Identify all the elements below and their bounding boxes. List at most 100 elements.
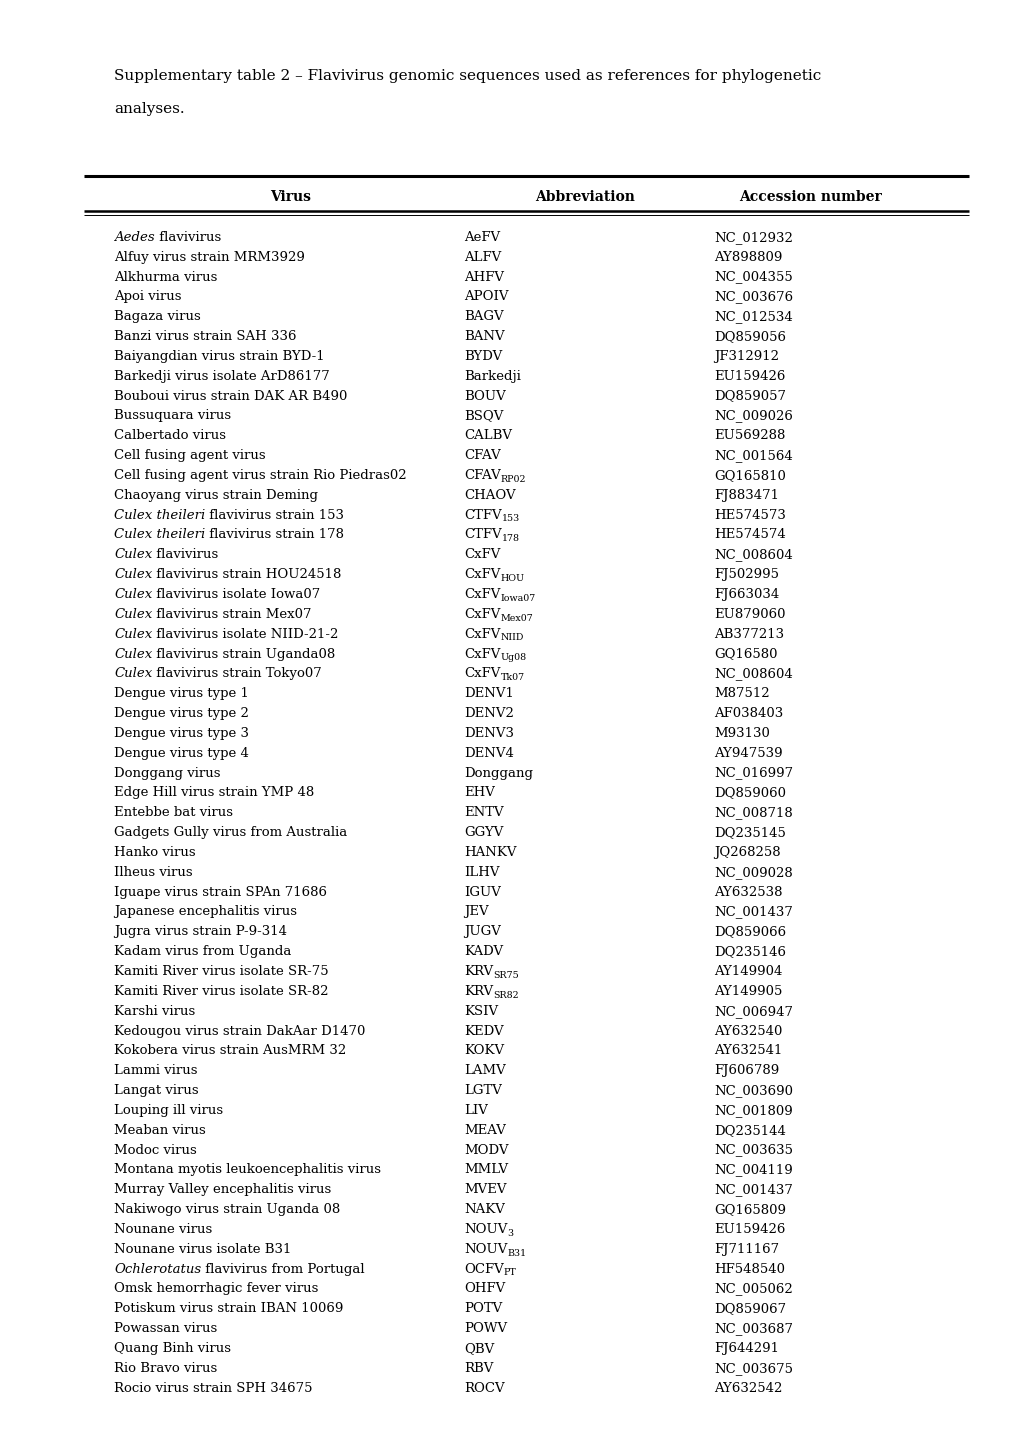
Text: Nounane virus isolate B31: Nounane virus isolate B31 — [114, 1242, 291, 1255]
Text: NC_016997: NC_016997 — [713, 766, 793, 779]
Text: Rocio virus strain SPH 34675: Rocio virus strain SPH 34675 — [114, 1382, 313, 1395]
Text: BANV: BANV — [464, 330, 504, 343]
Text: Bussuquara virus: Bussuquara virus — [114, 410, 231, 423]
Text: analyses.: analyses. — [114, 102, 184, 117]
Text: EU159426: EU159426 — [713, 1224, 785, 1237]
Text: Jugra virus strain P-9-314: Jugra virus strain P-9-314 — [114, 925, 287, 938]
Text: KRV: KRV — [464, 965, 493, 978]
Text: Ilheus virus: Ilheus virus — [114, 866, 193, 879]
Text: AF038403: AF038403 — [713, 707, 783, 720]
Text: Japanese encephalitis virus: Japanese encephalitis virus — [114, 906, 297, 919]
Text: Apoi virus: Apoi virus — [114, 290, 181, 303]
Text: SR75: SR75 — [493, 971, 519, 980]
Text: DENV2: DENV2 — [464, 707, 514, 720]
Text: Louping ill virus: Louping ill virus — [114, 1104, 223, 1117]
Text: flavivirus: flavivirus — [155, 231, 221, 244]
Text: AY632541: AY632541 — [713, 1045, 782, 1058]
Text: NC_012932: NC_012932 — [713, 231, 792, 244]
Text: Culex theileri: Culex theileri — [114, 509, 205, 522]
Text: BOUV: BOUV — [464, 390, 505, 403]
Text: Lammi virus: Lammi virus — [114, 1065, 198, 1078]
Text: MVEV: MVEV — [464, 1183, 506, 1196]
Text: NC_001564: NC_001564 — [713, 449, 792, 462]
Text: Barkedji: Barkedji — [464, 369, 521, 382]
Text: flavivirus strain Uganda08: flavivirus strain Uganda08 — [153, 648, 335, 661]
Text: Omsk hemorrhagic fever virus: Omsk hemorrhagic fever virus — [114, 1283, 318, 1296]
Text: CHAOV: CHAOV — [464, 489, 516, 502]
Text: KEDV: KEDV — [464, 1025, 503, 1038]
Text: Rio Bravo virus: Rio Bravo virus — [114, 1362, 217, 1375]
Text: Banzi virus strain SAH 336: Banzi virus strain SAH 336 — [114, 330, 297, 343]
Text: NOUV: NOUV — [464, 1242, 507, 1255]
Text: DENV4: DENV4 — [464, 747, 514, 760]
Text: Culex: Culex — [114, 569, 153, 582]
Text: flavivirus isolate NIID-21-2: flavivirus isolate NIID-21-2 — [153, 628, 338, 641]
Text: 153: 153 — [501, 515, 520, 524]
Text: flavivirus: flavivirus — [153, 548, 218, 561]
Text: KSIV: KSIV — [464, 1004, 497, 1017]
Text: DQ235145: DQ235145 — [713, 825, 785, 840]
Text: Dengue virus type 2: Dengue virus type 2 — [114, 707, 249, 720]
Text: HE574573: HE574573 — [713, 509, 785, 522]
Text: 3: 3 — [507, 1229, 514, 1238]
Text: AY947539: AY947539 — [713, 747, 782, 760]
Text: CFAV: CFAV — [464, 449, 500, 462]
Text: ENTV: ENTV — [464, 807, 503, 820]
Text: EU569288: EU569288 — [713, 430, 785, 443]
Text: Calbertado virus: Calbertado virus — [114, 430, 226, 443]
Text: Quang Binh virus: Quang Binh virus — [114, 1342, 231, 1355]
Text: Entebbe bat virus: Entebbe bat virus — [114, 807, 233, 820]
Text: NC_004355: NC_004355 — [713, 271, 792, 284]
Text: LGTV: LGTV — [464, 1084, 501, 1097]
Text: Ug08: Ug08 — [500, 654, 526, 662]
Text: KRV: KRV — [464, 984, 493, 999]
Text: JQ268258: JQ268258 — [713, 846, 780, 859]
Text: JEV: JEV — [464, 906, 488, 919]
Text: JUGV: JUGV — [464, 925, 500, 938]
Text: DENV3: DENV3 — [464, 727, 514, 740]
Text: APOIV: APOIV — [464, 290, 508, 303]
Text: LAMV: LAMV — [464, 1065, 505, 1078]
Text: DQ235146: DQ235146 — [713, 945, 786, 958]
Text: Tk07: Tk07 — [500, 672, 524, 683]
Text: Dengue virus type 4: Dengue virus type 4 — [114, 747, 249, 760]
Text: AY632538: AY632538 — [713, 886, 782, 899]
Text: flavivirus strain Mex07: flavivirus strain Mex07 — [153, 608, 312, 620]
Text: Karshi virus: Karshi virus — [114, 1004, 196, 1017]
Text: AY149905: AY149905 — [713, 984, 782, 999]
Text: NC_008718: NC_008718 — [713, 807, 792, 820]
Text: Donggang: Donggang — [464, 766, 533, 779]
Text: CFAV: CFAV — [464, 469, 500, 482]
Text: CTFV: CTFV — [464, 509, 501, 522]
Text: MODV: MODV — [464, 1143, 508, 1157]
Text: NC_003675: NC_003675 — [713, 1362, 792, 1375]
Text: CALBV: CALBV — [464, 430, 512, 443]
Text: M93130: M93130 — [713, 727, 769, 740]
Text: JF312912: JF312912 — [713, 351, 779, 364]
Text: IGUV: IGUV — [464, 886, 500, 899]
Text: Accession number: Accession number — [739, 190, 881, 205]
Text: CTFV: CTFV — [464, 528, 501, 541]
Text: M87512: M87512 — [713, 687, 769, 700]
Text: GGYV: GGYV — [464, 825, 503, 840]
Text: Culex: Culex — [114, 589, 153, 602]
Text: AeFV: AeFV — [464, 231, 499, 244]
Text: AY632542: AY632542 — [713, 1382, 782, 1395]
Text: ROCV: ROCV — [464, 1382, 504, 1395]
Text: NC_001437: NC_001437 — [713, 1183, 792, 1196]
Text: DQ235144: DQ235144 — [713, 1124, 785, 1137]
Text: Potiskum virus strain IBAN 10069: Potiskum virus strain IBAN 10069 — [114, 1303, 343, 1316]
Text: Dengue virus type 3: Dengue virus type 3 — [114, 727, 249, 740]
Text: HOU: HOU — [500, 574, 524, 583]
Text: CxFV: CxFV — [464, 589, 500, 602]
Text: DQ859056: DQ859056 — [713, 330, 786, 343]
Text: Nounane virus: Nounane virus — [114, 1224, 212, 1237]
Text: HANKV: HANKV — [464, 846, 516, 859]
Text: Hanko virus: Hanko virus — [114, 846, 196, 859]
Text: Nakiwogo virus strain Uganda 08: Nakiwogo virus strain Uganda 08 — [114, 1203, 340, 1216]
Text: HE574574: HE574574 — [713, 528, 785, 541]
Text: CxFV: CxFV — [464, 608, 500, 620]
Text: Kadam virus from Uganda: Kadam virus from Uganda — [114, 945, 291, 958]
Text: NC_004119: NC_004119 — [713, 1163, 792, 1176]
Text: NC_001437: NC_001437 — [713, 906, 792, 919]
